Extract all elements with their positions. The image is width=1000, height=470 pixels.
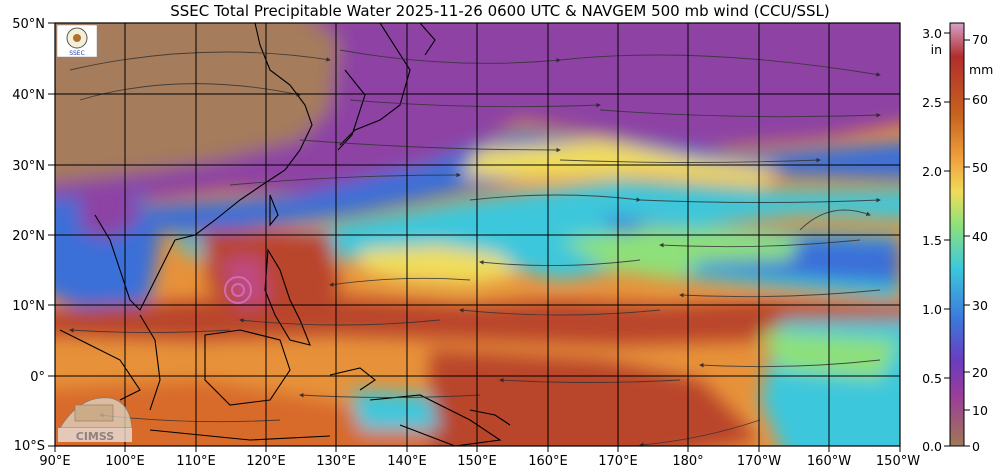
lat-label-10s: 10°S — [14, 439, 45, 454]
cb-mm-10: 10 — [972, 403, 988, 418]
cb-mm-60: 60 — [972, 92, 988, 107]
cb-mm-50: 50 — [972, 160, 988, 175]
lon-label-120e: 120°E — [246, 454, 286, 469]
lat-label-10n: 10°N — [12, 299, 45, 314]
typhoon-swirl — [224, 276, 252, 304]
lon-label-100e: 100°E — [105, 454, 145, 469]
lon-label-150e: 150°E — [457, 454, 497, 469]
cb-in-1.0: 1.0 — [922, 302, 942, 317]
cb-mm-0: 0 — [972, 439, 980, 454]
cb-in-0.0: 0.0 — [922, 439, 942, 454]
lon-label-160w: 160°W — [807, 454, 851, 469]
lon-label-170e: 170°E — [598, 454, 638, 469]
lat-label-50n: 50°N — [12, 17, 45, 32]
colorbar: 3.0 in 2.5 2.0 1.5 1.0 0.5 0.0 70 mm 60 … — [922, 22, 993, 454]
map-title: SSEC Total Precipitable Water 2025-11-26… — [170, 2, 830, 20]
lon-label-150w: 150°W — [876, 454, 920, 469]
lon-labels: 90°E 100°E 110°E 120°E 130°E 140°E 150°E… — [39, 454, 920, 469]
lon-label-160e: 160°E — [528, 454, 568, 469]
lon-label-130e: 130°E — [316, 454, 356, 469]
cb-mm-unit: mm — [969, 62, 993, 77]
ssec-logo: SSEC — [56, 24, 98, 58]
lon-label-90e: 90°E — [39, 454, 70, 469]
colorbar-gradient — [949, 22, 965, 447]
cb-in-2.5: 2.5 — [922, 95, 942, 110]
cb-mm-20: 20 — [972, 365, 988, 380]
cb-mm-70: 70 — [972, 32, 988, 47]
lat-label-40n: 40°N — [12, 88, 45, 103]
lon-label-140e: 140°E — [387, 454, 427, 469]
ssec-logo-text: SSEC — [69, 50, 85, 57]
cb-in-unit: in — [931, 42, 942, 57]
lat-label-20n: 20°N — [12, 229, 45, 244]
cimss-logo-text: CIMSS — [76, 430, 115, 443]
lon-label-180: 180° — [672, 454, 703, 469]
lat-label-0: 0° — [30, 370, 45, 385]
lat-label-30n: 30°N — [12, 159, 45, 174]
cb-in-3.0: 3.0 — [922, 26, 942, 41]
tpw-field — [55, 23, 900, 446]
cb-in-1.5: 1.5 — [922, 233, 942, 248]
cb-in-2.0: 2.0 — [922, 164, 942, 179]
cb-mm-40: 40 — [972, 229, 988, 244]
cb-in-0.5: 0.5 — [922, 371, 942, 386]
lon-label-170w: 170°W — [737, 454, 781, 469]
lat-labels: 50°N 40°N 30°N 20°N 10°N 0° 10°S — [12, 17, 45, 454]
lon-label-110e: 110°E — [176, 454, 216, 469]
cb-mm-30: 30 — [972, 298, 988, 313]
cimss-logo: CIMSS — [58, 397, 133, 443]
